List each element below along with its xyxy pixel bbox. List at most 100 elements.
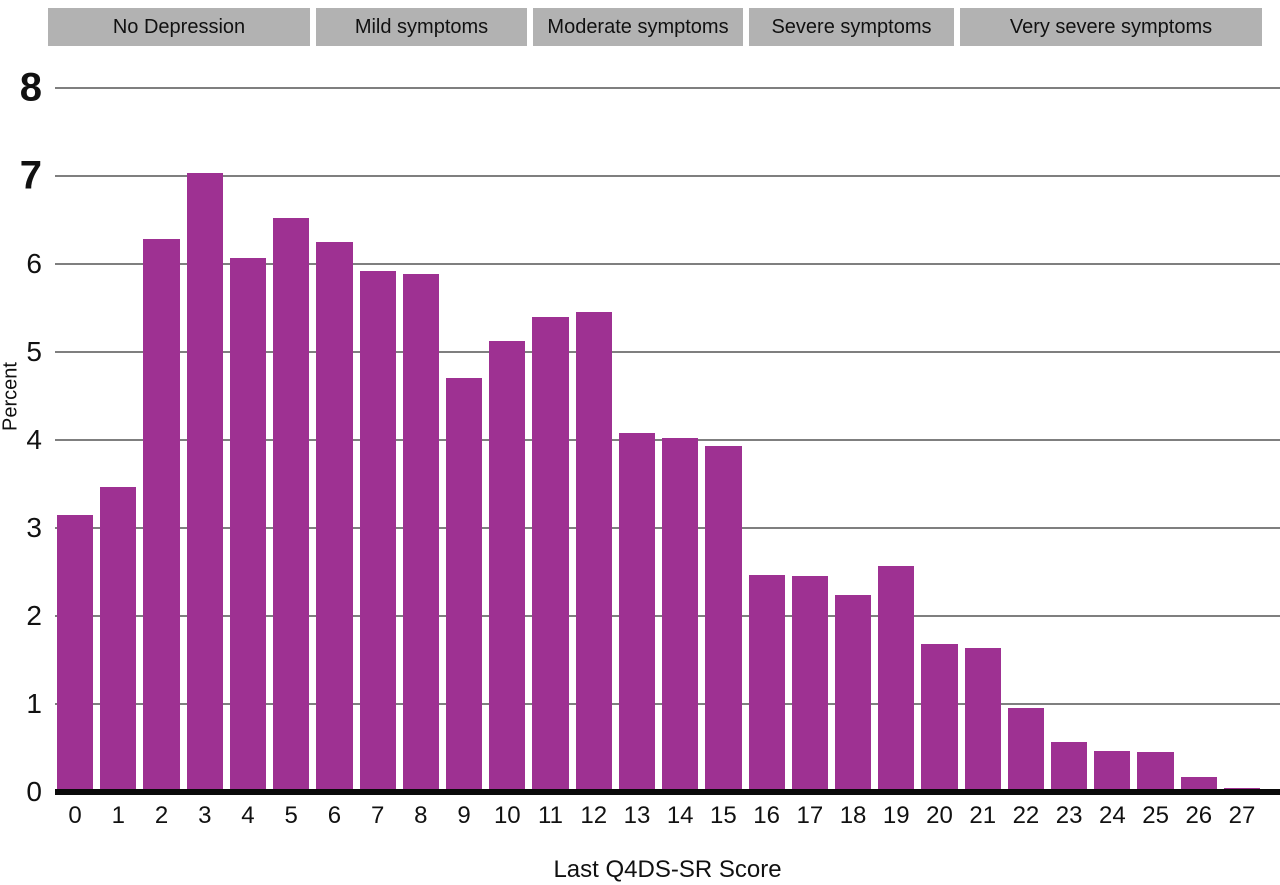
bar bbox=[834, 594, 872, 792]
x-tick-label: 23 bbox=[1055, 802, 1083, 829]
y-tick-label: 0 bbox=[26, 776, 42, 807]
bar-slot bbox=[705, 88, 742, 792]
bar-slot bbox=[316, 88, 353, 792]
bar-slot bbox=[921, 88, 958, 792]
bar-slot bbox=[964, 88, 1001, 792]
y-tick-label: 8 bbox=[19, 65, 42, 110]
x-tick-label: 19 bbox=[882, 802, 910, 829]
bar-slot bbox=[100, 88, 137, 792]
bar-slot bbox=[445, 88, 483, 792]
category-bands: No Depression Mild symptoms Moderate sympt… bbox=[48, 8, 1262, 46]
y-tick-label: 6 bbox=[26, 248, 42, 279]
x-tick-label: 1 bbox=[111, 802, 125, 829]
x-tick-label: 11 bbox=[538, 802, 563, 829]
bar-slot bbox=[273, 88, 310, 792]
x-tick-label: 12 bbox=[580, 802, 608, 829]
bar bbox=[662, 438, 699, 792]
bar bbox=[575, 311, 612, 792]
gridline bbox=[55, 263, 1280, 265]
bar-slot bbox=[834, 88, 872, 792]
bar bbox=[748, 574, 785, 792]
bar bbox=[1007, 708, 1045, 792]
x-tick-label: 13 bbox=[623, 802, 651, 829]
bar-slot bbox=[618, 88, 656, 792]
x-tick-label: 5 bbox=[284, 802, 298, 829]
bar-slot bbox=[1223, 88, 1261, 792]
gridline bbox=[55, 87, 1280, 89]
x-tick-label: 3 bbox=[198, 802, 212, 829]
bar-series bbox=[57, 88, 1261, 792]
y-axis-title: Percent bbox=[0, 362, 22, 431]
bar-slot bbox=[1094, 88, 1131, 792]
x-tick-label: 9 bbox=[457, 802, 471, 829]
category-band: Very severe symptoms bbox=[960, 8, 1262, 46]
bar bbox=[532, 316, 569, 792]
y-tick-label: 4 bbox=[26, 424, 42, 455]
bar bbox=[445, 378, 483, 792]
x-tick-label: 18 bbox=[839, 802, 867, 829]
plot-area bbox=[55, 87, 1280, 795]
bar-slot bbox=[1051, 88, 1088, 792]
bar bbox=[878, 565, 915, 792]
x-tick-label: 16 bbox=[753, 802, 780, 829]
x-tick-label: 10 bbox=[493, 802, 521, 829]
bar-slot bbox=[186, 88, 223, 792]
bar bbox=[489, 340, 526, 792]
bar bbox=[1180, 777, 1217, 792]
bar bbox=[359, 271, 396, 792]
gridline bbox=[55, 175, 1280, 177]
x-axis-title: Last Q4DS-SR Score bbox=[553, 856, 782, 883]
x-tick-label: 21 bbox=[969, 802, 997, 829]
y-tick-label: 3 bbox=[26, 512, 42, 543]
bar bbox=[186, 173, 223, 792]
bar-slot bbox=[575, 88, 612, 792]
y-tick-label: 2 bbox=[26, 600, 42, 631]
bar-slot bbox=[143, 88, 180, 792]
bar bbox=[964, 647, 1001, 792]
x-tick-label: 17 bbox=[796, 802, 824, 829]
bar bbox=[229, 257, 267, 792]
x-tick-label: 22 bbox=[1012, 802, 1040, 829]
x-tick-label: 14 bbox=[666, 802, 694, 829]
bar-slot bbox=[878, 88, 915, 792]
bar bbox=[1137, 751, 1174, 792]
category-band: Moderate symptoms bbox=[533, 8, 743, 46]
bar bbox=[705, 446, 742, 792]
x-tick-label: 8 bbox=[414, 802, 428, 829]
bar-slot bbox=[532, 88, 569, 792]
bar-slot bbox=[489, 88, 526, 792]
bar bbox=[143, 239, 180, 792]
bar-slot bbox=[359, 88, 396, 792]
x-tick-label: 26 bbox=[1185, 802, 1213, 829]
x-tick-label: 0 bbox=[68, 802, 82, 829]
bar-slot bbox=[402, 88, 439, 792]
category-band: No Depression bbox=[48, 8, 310, 46]
bar bbox=[402, 273, 439, 792]
bar bbox=[791, 575, 828, 792]
x-tick-label: 15 bbox=[710, 802, 737, 829]
bar-slot bbox=[748, 88, 785, 792]
x-tick-label: 25 bbox=[1142, 802, 1169, 829]
bar-slot bbox=[1180, 88, 1217, 792]
y-tick-label: 5 bbox=[26, 336, 42, 367]
bar bbox=[1094, 750, 1131, 792]
bar bbox=[57, 514, 94, 792]
category-band: Severe symptoms bbox=[749, 8, 954, 46]
x-axis-line bbox=[55, 789, 1280, 795]
x-tick-label: 4 bbox=[241, 802, 255, 829]
bar bbox=[921, 644, 958, 792]
bar-slot bbox=[1137, 88, 1174, 792]
y-tick-label: 7 bbox=[19, 153, 42, 198]
x-tick-label: 20 bbox=[926, 802, 953, 829]
x-tick-label: 24 bbox=[1099, 802, 1126, 829]
x-tick-label: 2 bbox=[154, 802, 169, 829]
bar bbox=[1051, 741, 1088, 792]
bar-slot bbox=[662, 88, 699, 792]
y-axis-labels: 0 1 2 3 4 5 6 7 8 bbox=[0, 66, 48, 808]
x-tick-label: 27 bbox=[1228, 802, 1256, 829]
bar-slot bbox=[57, 88, 94, 792]
gridline bbox=[55, 351, 1280, 353]
bar bbox=[618, 432, 656, 792]
bar bbox=[100, 486, 137, 792]
